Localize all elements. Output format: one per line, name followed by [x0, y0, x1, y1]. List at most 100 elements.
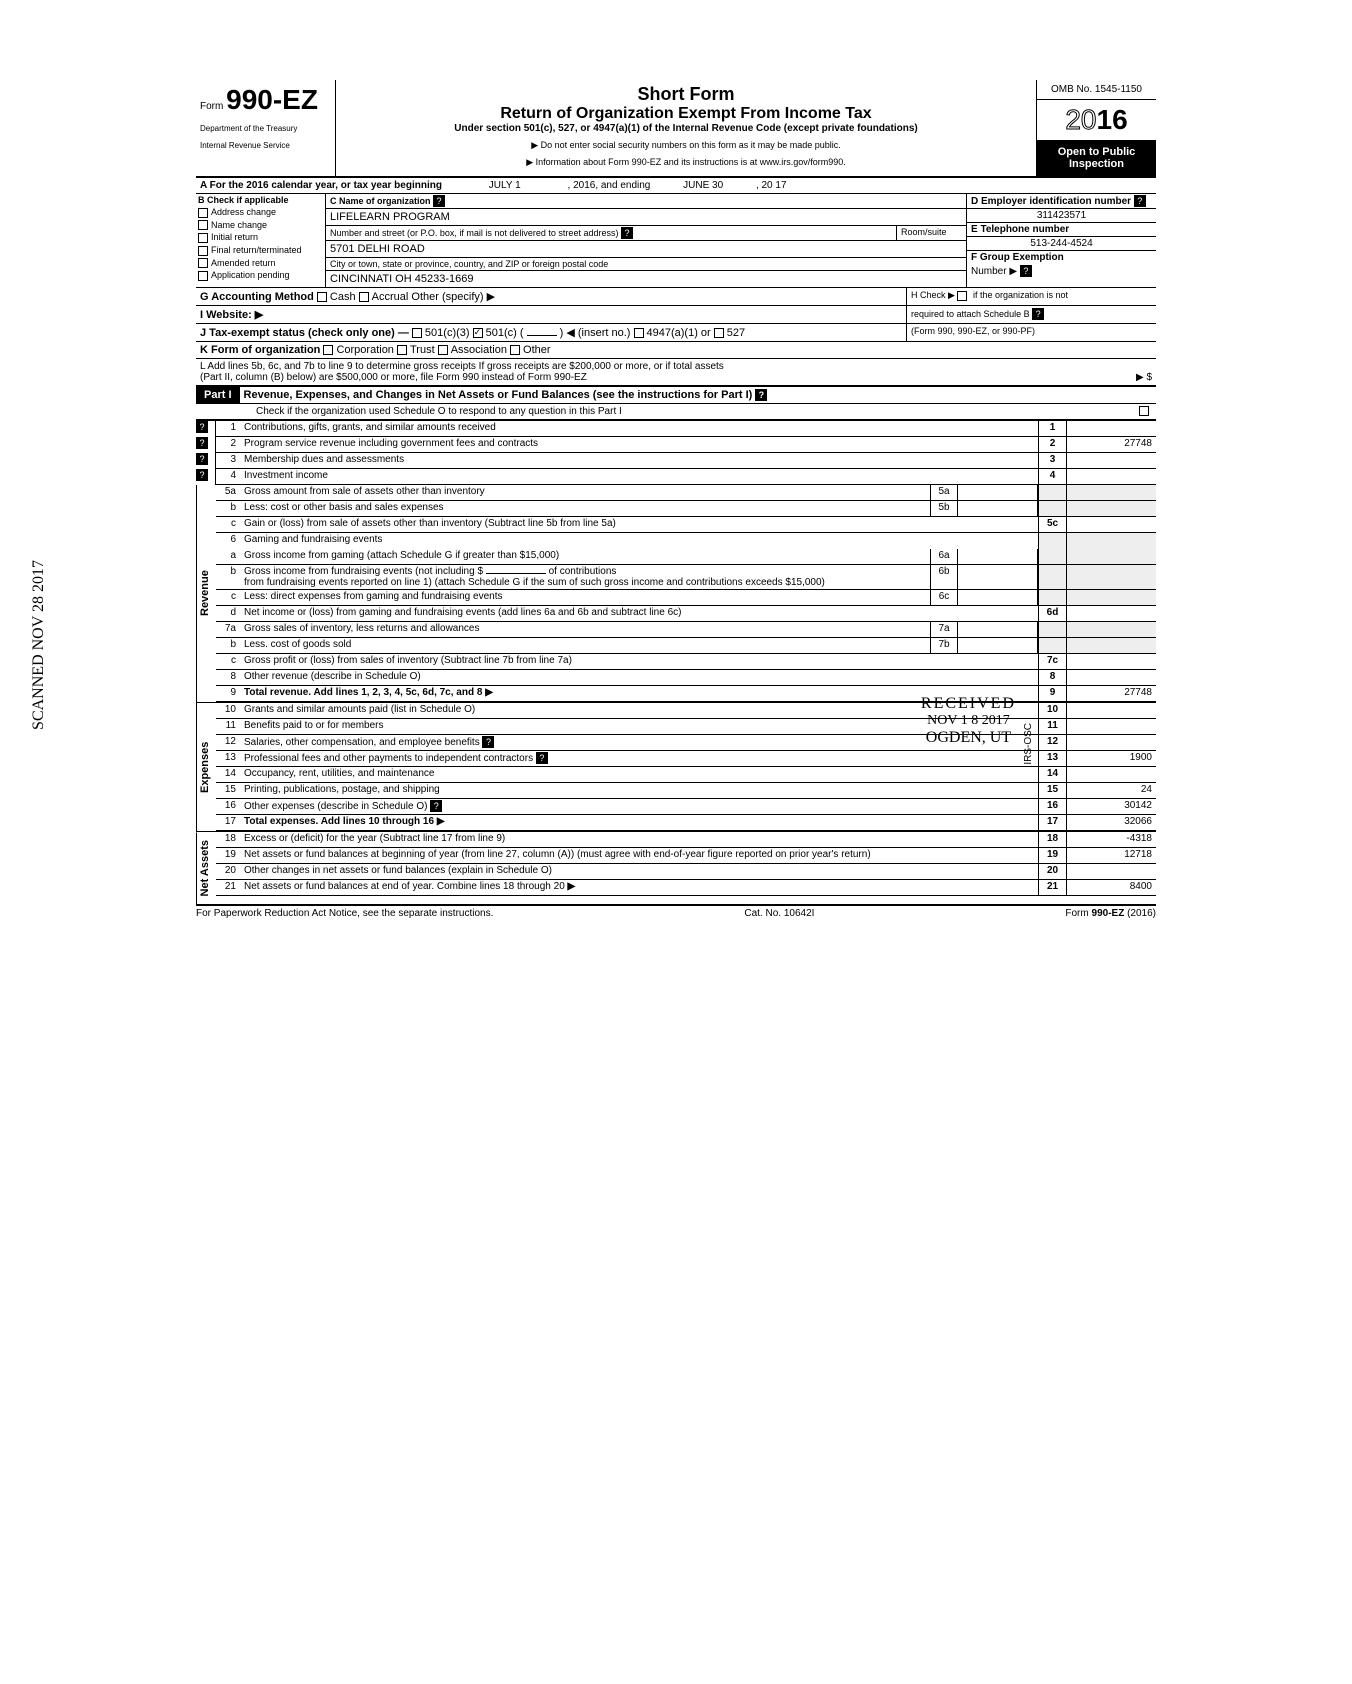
- dept-treasury: Department of the Treasury: [200, 124, 331, 133]
- footer-catno: Cat. No. 10642I: [744, 908, 814, 919]
- cb-corp[interactable]: [323, 345, 333, 355]
- part1-label: Part I: [196, 387, 240, 403]
- cb-application-pending[interactable]: [198, 271, 208, 281]
- section-c: C Name of organization ? LIFELEARN PROGR…: [326, 194, 966, 287]
- cb-501c3[interactable]: [412, 328, 422, 338]
- line15-val[interactable]: 24: [1066, 783, 1156, 798]
- part1-header: Part I Revenue, Expenses, and Changes in…: [196, 385, 1156, 404]
- title-short-form: Short Form: [344, 84, 1028, 105]
- 501c-insert[interactable]: [527, 335, 557, 336]
- line6a-val[interactable]: [958, 549, 1038, 564]
- subtitle: Under section 501(c), 527, or 4947(a)(1)…: [344, 123, 1028, 134]
- help-icon[interactable]: ?: [1032, 308, 1044, 320]
- help-icon[interactable]: ?: [1020, 265, 1032, 277]
- line11-val[interactable]: [1066, 719, 1156, 734]
- help-icon[interactable]: ?: [536, 752, 548, 764]
- section-b: B Check if applicable Address change Nam…: [196, 194, 326, 287]
- cb-initial-return[interactable]: [198, 233, 208, 243]
- cb-name-change[interactable]: [198, 220, 208, 230]
- help-icon[interactable]: ?: [482, 736, 494, 748]
- cb-assoc[interactable]: [438, 345, 448, 355]
- year-end[interactable]: JUNE 30: [653, 180, 753, 191]
- line13-val[interactable]: 1900: [1066, 751, 1156, 766]
- street-address[interactable]: 5701 DELHI ROAD: [326, 241, 966, 258]
- line1-val[interactable]: [1066, 421, 1156, 436]
- help-icon[interactable]: ?: [196, 453, 208, 465]
- line7c-val[interactable]: [1066, 654, 1156, 669]
- line17-val[interactable]: 32066: [1066, 815, 1156, 830]
- revenue-label: Revenue: [196, 485, 216, 702]
- row-k: K Form of organization Corporation Trust…: [196, 342, 1156, 359]
- cb-final-return[interactable]: [198, 246, 208, 256]
- line3-val[interactable]: [1066, 453, 1156, 468]
- sections-d-e-f: D Employer identification number ? 31142…: [966, 194, 1156, 287]
- scanned-stamp: SCANNED NOV 28 2017: [30, 560, 48, 730]
- help-icon[interactable]: ?: [430, 800, 442, 812]
- footer-paperwork: For Paperwork Reduction Act Notice, see …: [196, 908, 493, 919]
- line7a-val[interactable]: [958, 622, 1038, 637]
- year-begin[interactable]: JULY 1: [445, 180, 565, 191]
- line21-val[interactable]: 8400: [1066, 880, 1156, 895]
- line14-val[interactable]: [1066, 767, 1156, 782]
- help-icon[interactable]: ?: [196, 469, 208, 481]
- line9-val[interactable]: 27748: [1066, 686, 1156, 701]
- expenses-label: Expenses: [196, 703, 216, 831]
- line6c-val[interactable]: [958, 590, 1038, 605]
- line10-val[interactable]: [1066, 703, 1156, 718]
- help-icon[interactable]: ?: [755, 389, 767, 401]
- line19-val[interactable]: 12718: [1066, 848, 1156, 863]
- title-box: Short Form Return of Organization Exempt…: [336, 80, 1036, 176]
- city-state-zip[interactable]: CINCINNATI OH 45233-1669: [326, 271, 966, 287]
- cb-schedule-o[interactable]: [1139, 406, 1149, 416]
- ein[interactable]: 311423571: [967, 209, 1156, 223]
- line7b-val[interactable]: [958, 638, 1038, 653]
- received-stamp: RECEIVED NOV 1 8 2017 OGDEN, UT: [921, 695, 1016, 747]
- line5b-val[interactable]: [958, 501, 1038, 516]
- form-number: 990-EZ: [226, 84, 318, 115]
- cb-501c[interactable]: [473, 328, 483, 338]
- cb-cash[interactable]: [317, 292, 327, 302]
- form-header: Form 990-EZ Department of the Treasury I…: [196, 80, 1156, 178]
- cb-4947[interactable]: [634, 328, 644, 338]
- help-icon[interactable]: ?: [621, 227, 633, 239]
- footer-formref: Form 990-EZ (2016): [1065, 908, 1156, 919]
- row-l: L Add lines 5b, 6c, and 7b to line 9 to …: [196, 359, 1156, 385]
- line20-val[interactable]: [1066, 864, 1156, 879]
- help-icon[interactable]: ?: [433, 195, 445, 207]
- cb-schedule-b[interactable]: [957, 291, 967, 301]
- section-a-tax-year: A For the 2016 calendar year, or tax yea…: [196, 178, 1156, 194]
- cb-address-change[interactable]: [198, 208, 208, 218]
- help-icon[interactable]: ?: [196, 421, 208, 433]
- tax-year: 2016: [1037, 100, 1156, 140]
- form-footer: For Paperwork Reduction Act Notice, see …: [196, 906, 1156, 919]
- netassets-table: Net Assets 18Excess or (deficit) for the…: [196, 831, 1156, 906]
- cb-trust[interactable]: [397, 345, 407, 355]
- line2-val[interactable]: 27748: [1066, 437, 1156, 452]
- line6d-val[interactable]: [1066, 606, 1156, 621]
- dept-irs: Internal Revenue Service: [200, 141, 331, 150]
- line16-val[interactable]: 30142: [1066, 799, 1156, 814]
- cb-527[interactable]: [714, 328, 724, 338]
- help-icon[interactable]: ?: [196, 437, 208, 449]
- form-number-box: Form 990-EZ Department of the Treasury I…: [196, 80, 336, 176]
- cb-accrual[interactable]: [359, 292, 369, 302]
- irs-osc-stamp: IRS-OSC: [1023, 723, 1034, 765]
- cb-other[interactable]: [510, 345, 520, 355]
- note-ssn: ▶ Do not enter social security numbers o…: [344, 140, 1028, 151]
- phone[interactable]: 513-244-4524: [967, 237, 1156, 251]
- note-info: ▶ Information about Form 990-EZ and its …: [344, 157, 1028, 168]
- part1-check: Check if the organization used Schedule …: [196, 404, 1156, 420]
- public-inspection: Open to Public Inspection: [1037, 140, 1156, 176]
- line4-val[interactable]: [1066, 469, 1156, 484]
- line5c-val[interactable]: [1066, 517, 1156, 532]
- row-g-h: G Accounting Method Cash Accrual Other (…: [196, 288, 1156, 306]
- org-name[interactable]: LIFELEARN PROGRAM: [326, 209, 966, 226]
- line8-val[interactable]: [1066, 670, 1156, 685]
- line6b-val[interactable]: [958, 565, 1038, 589]
- cb-amended[interactable]: [198, 258, 208, 268]
- line12-val[interactable]: [1066, 735, 1156, 750]
- year-end-yr[interactable]: 17: [775, 180, 786, 191]
- line18-val[interactable]: -4318: [1066, 832, 1156, 847]
- help-icon[interactable]: ?: [1134, 195, 1146, 207]
- line5a-val[interactable]: [958, 485, 1038, 500]
